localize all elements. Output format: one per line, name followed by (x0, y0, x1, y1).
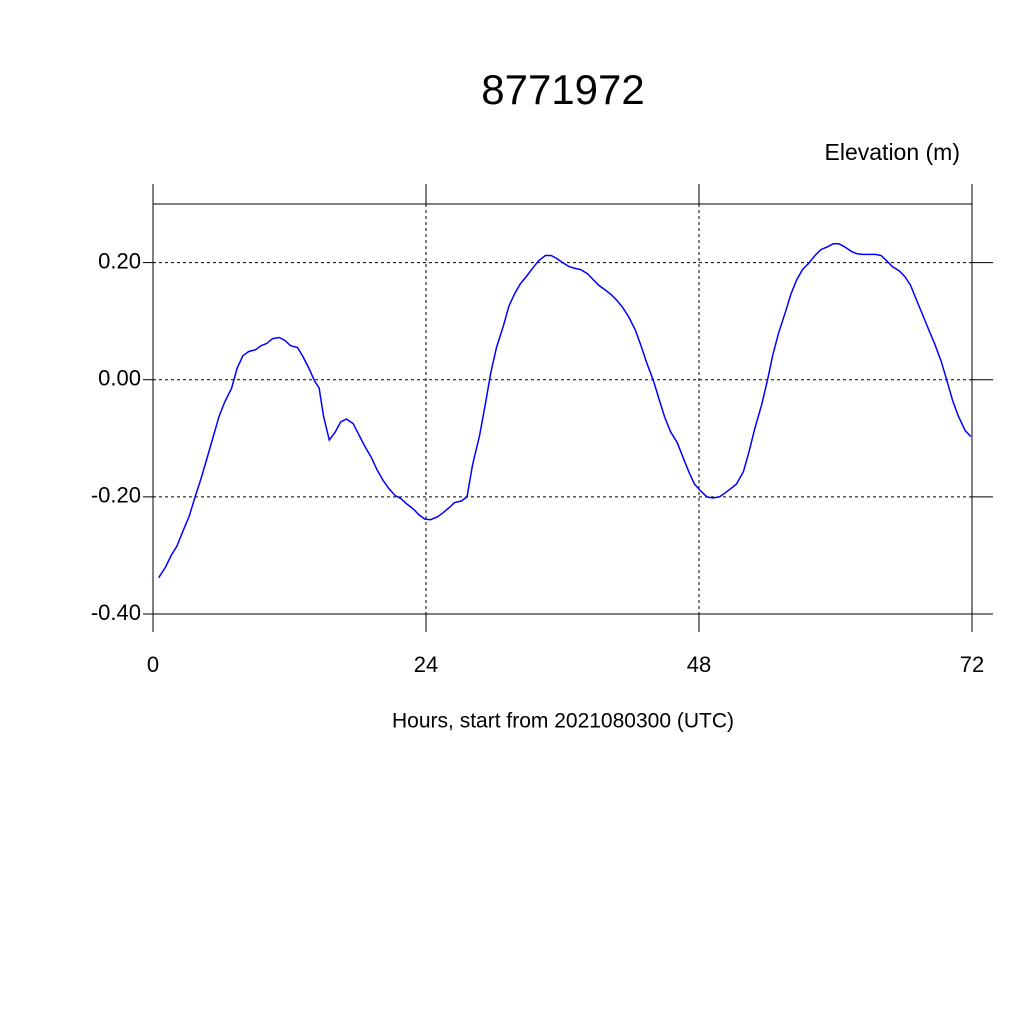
data-line (158, 243, 972, 579)
y-tick-label: 0.00 (98, 366, 141, 391)
y-tick-label: -0.40 (91, 600, 141, 625)
x-tick-label: 0 (147, 652, 159, 677)
x-axis-label: Hours, start from 2021080300 (UTC) (392, 710, 734, 733)
y-tick-label: -0.20 (91, 483, 141, 508)
x-tick-label: 48 (687, 652, 711, 677)
y-axis-label: Elevation (m) (825, 139, 960, 165)
x-tick-label: 72 (960, 652, 984, 677)
chart-title: 8771972 (481, 66, 645, 113)
x-tick-label: 24 (414, 652, 438, 677)
y-tick-label: 0.20 (98, 248, 141, 273)
